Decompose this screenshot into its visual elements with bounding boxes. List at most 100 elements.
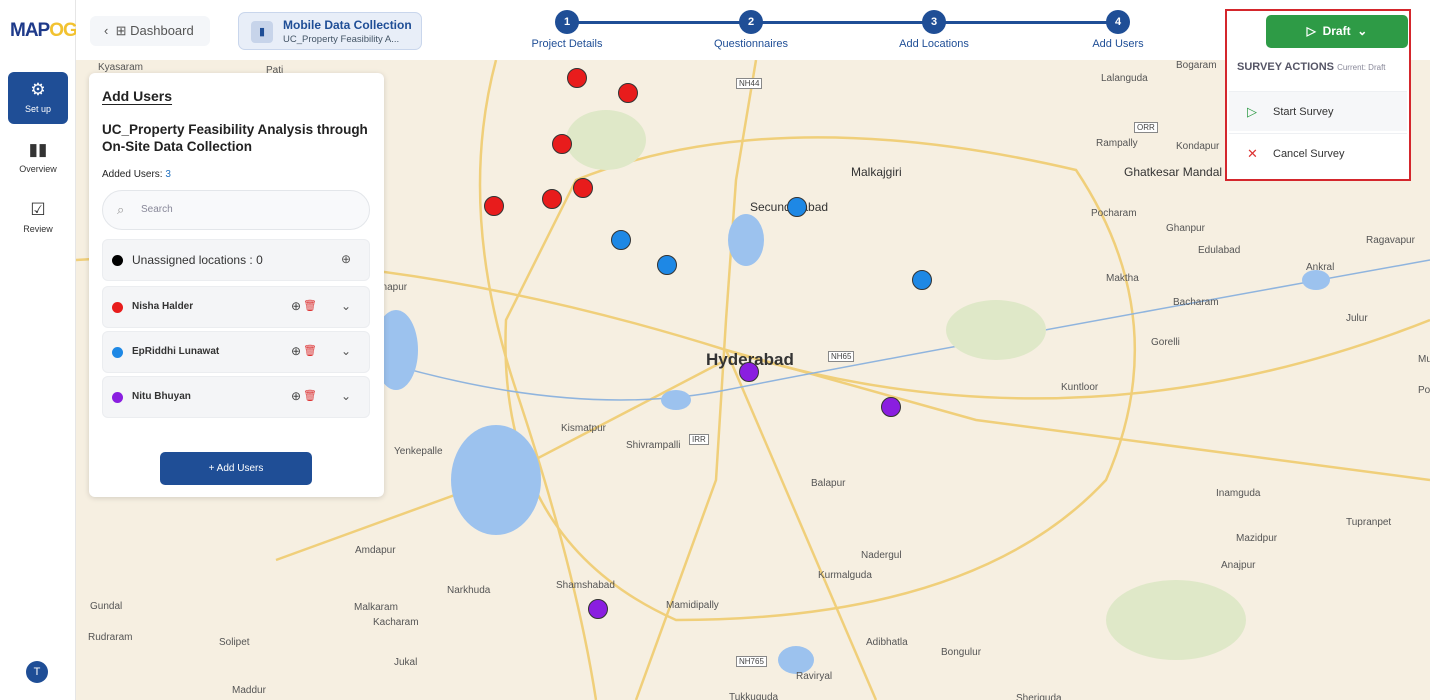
map-label: IRR	[689, 434, 709, 445]
stepper-line	[566, 21, 1119, 24]
unassigned-dot	[112, 255, 123, 266]
project-card[interactable]: ▮ Mobile Data Collection UC_Property Feasi…	[238, 12, 422, 50]
bar-chart-icon: ▮▮	[28, 140, 48, 159]
map-label: Kismatpur	[561, 423, 607, 434]
map-label: Ghanpur	[1166, 223, 1205, 234]
map-label: Kacharam	[373, 617, 419, 628]
map-label: Mamidipally	[666, 600, 719, 611]
dashboard-button[interactable]: ‹ ⊞ Dashboard	[90, 16, 210, 46]
map-label: Anajpur	[1221, 560, 1256, 571]
chevron-down-icon: ⌄	[1357, 24, 1368, 38]
play-icon: ▷	[1247, 104, 1257, 119]
added-users-count: Added Users: 3	[102, 169, 171, 180]
delete-icon[interactable]: 🗑	[303, 345, 317, 357]
location-marker[interactable]	[739, 362, 759, 382]
map-label: Lalanguda	[1101, 73, 1148, 84]
sidebar: MAPOG ⚙ Set up ▮▮ Overview ☑ Review T	[0, 0, 78, 700]
map-label: ORR	[1134, 122, 1158, 133]
user-name: Nisha Halder	[132, 301, 194, 312]
step-project-details[interactable]: 1 Project Details	[507, 10, 627, 50]
user-name: Nitu Bhuyan	[132, 391, 191, 402]
map-label: Solipet	[219, 637, 250, 648]
location-marker[interactable]	[567, 68, 587, 88]
sidebar-label: Set up	[24, 104, 52, 114]
map-label: Gundal	[90, 601, 123, 612]
search-input[interactable]: ⌕ Search	[102, 190, 370, 230]
user-row[interactable]: Nitu Bhuyan ⊕ 🗑 ⌄	[102, 376, 370, 418]
sidebar-label: Overview	[19, 164, 57, 174]
location-marker[interactable]	[588, 599, 608, 619]
project-subtitle: UC_Property Feasibility A...	[283, 34, 400, 45]
map-label: Malkaram	[354, 602, 398, 613]
map-label: anapur	[376, 282, 408, 293]
add-users-button[interactable]: + Add Users	[160, 452, 312, 485]
sidebar-label: Review	[23, 224, 53, 234]
start-survey-item[interactable]: ▷ Start Survey	[1229, 91, 1407, 131]
location-marker[interactable]	[542, 189, 562, 209]
step-questionnaires[interactable]: 2 Questionnaires	[691, 10, 811, 50]
location-marker[interactable]	[573, 178, 593, 198]
sidebar-item-review[interactable]: ☑ Review	[8, 192, 68, 244]
panel-heading: Add Users	[102, 88, 173, 104]
map-label: Bongulur	[941, 647, 982, 658]
map-label: Shamshabad	[556, 580, 615, 591]
map-label: Edulabad	[1198, 245, 1241, 256]
user-color-dot	[112, 392, 123, 403]
map-roads	[76, 60, 1430, 700]
sidebar-item-overview[interactable]: ▮▮ Overview	[8, 132, 68, 184]
logo: MAPOG	[10, 20, 78, 41]
play-icon: ▷	[1306, 24, 1316, 38]
unassigned-label: Unassigned locations : 0	[132, 253, 263, 267]
map-label: Kurmalguda	[818, 570, 872, 581]
map-label: Pati	[266, 65, 284, 76]
map-label: Kondapur	[1176, 141, 1220, 152]
location-marker[interactable]	[881, 397, 901, 417]
add-users-panel: Add Users UC_Property Feasibility Analys…	[89, 73, 384, 497]
location-marker[interactable]	[787, 197, 807, 217]
map-label: Narkhuda	[447, 585, 491, 596]
location-marker[interactable]	[484, 196, 504, 216]
zoom-in-icon[interactable]: ⊕	[290, 344, 301, 358]
chevron-left-icon: ‹	[104, 23, 109, 38]
map-label: Amdapur	[355, 545, 396, 556]
delete-icon[interactable]: 🗑	[303, 390, 317, 402]
user-row[interactable]: Nisha Halder ⊕ 🗑 ⌄	[102, 286, 370, 328]
delete-icon[interactable]: 🗑	[303, 300, 317, 312]
step-add-locations[interactable]: 3 Add Locations	[874, 10, 994, 50]
map-label: Bacharam	[1173, 297, 1219, 308]
map-label: Jukal	[394, 657, 418, 668]
map-label: Tukkuguda	[729, 692, 779, 700]
chevron-down-icon[interactable]: ⌄	[340, 344, 351, 358]
map-label: Inamguda	[1216, 488, 1261, 499]
chevron-down-icon[interactable]: ⌄	[340, 389, 351, 403]
checkbox-icon: ☑	[30, 200, 46, 219]
unassigned-row: Unassigned locations : 0 ⊕	[102, 239, 370, 281]
step-add-users[interactable]: 4 Add Users	[1058, 10, 1178, 50]
location-marker[interactable]	[912, 270, 932, 290]
map-label: Adibhatla	[866, 637, 908, 648]
zoom-in-icon[interactable]: ⊕	[290, 389, 301, 403]
location-marker[interactable]	[552, 134, 572, 154]
chevron-down-icon[interactable]: ⌄	[340, 299, 351, 313]
draft-status-button[interactable]: ▷ Draft ⌄	[1266, 15, 1408, 48]
sidebar-item-setup[interactable]: ⚙ Set up	[8, 72, 68, 124]
map-label: Mazidpur	[1236, 533, 1278, 544]
avatar[interactable]: T	[26, 661, 48, 683]
location-marker[interactable]	[657, 255, 677, 275]
map-label: Malkajgiri	[851, 165, 902, 179]
map-label: Po	[1418, 385, 1430, 396]
zoom-in-icon[interactable]: ⊕	[340, 252, 351, 266]
map-label: Julur	[1346, 313, 1368, 324]
map-label: Maddur	[232, 685, 266, 696]
cancel-survey-item[interactable]: ✕ Cancel Survey	[1229, 133, 1407, 173]
map-label: NH765	[736, 656, 767, 667]
location-marker[interactable]	[611, 230, 631, 250]
survey-title: UC_Property Feasibility Analysis through…	[102, 122, 368, 154]
map-label: Pocharam	[1091, 208, 1137, 219]
map-label: Balapur	[811, 478, 846, 489]
location-marker[interactable]	[618, 83, 638, 103]
map-label: Sheriguda	[1016, 693, 1062, 700]
user-row[interactable]: EpRiddhi Lunawat ⊕ 🗑 ⌄	[102, 331, 370, 373]
zoom-in-icon[interactable]: ⊕	[290, 299, 301, 313]
map-label: NH44	[736, 78, 763, 89]
